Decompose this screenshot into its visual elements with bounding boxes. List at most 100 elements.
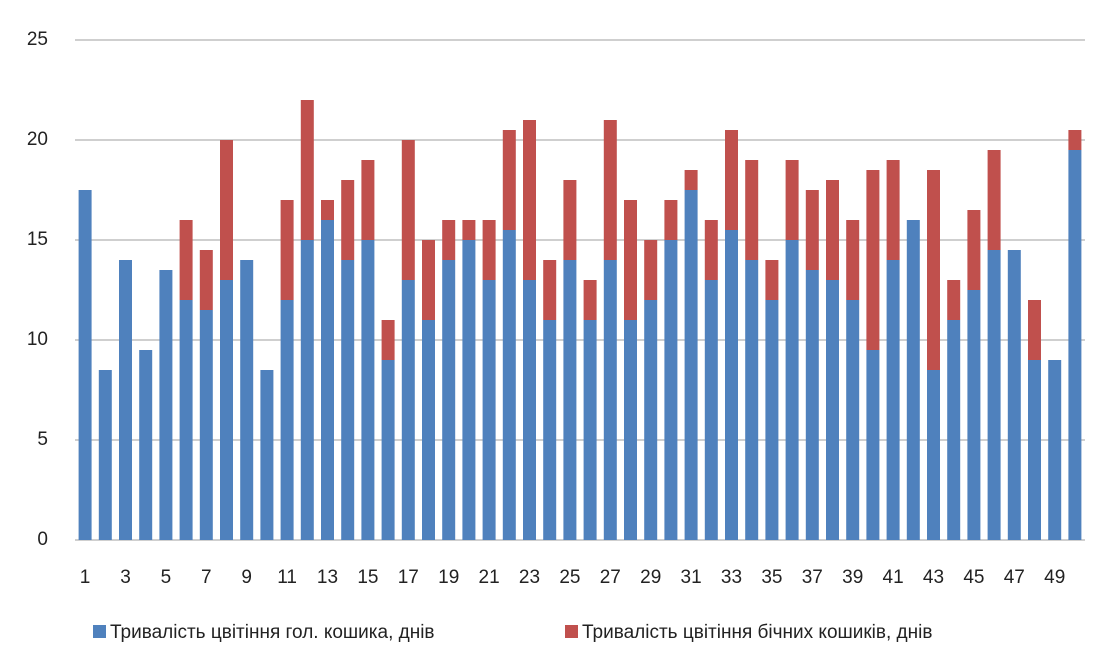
bar-segment [361,160,375,240]
bar-segment [624,320,637,540]
x-tick-label: 9 [241,567,252,588]
legend-label: Тривалість цвітіння бічних кошиків, днів [582,622,932,643]
bar-segment [159,270,173,540]
bar-segment [745,260,759,540]
bar-segment [543,260,557,320]
bar-segment [906,220,920,540]
bar-segment [927,370,940,540]
bar-segment [462,220,476,240]
y-tick-label: 0 [37,529,48,550]
bar-segment [563,260,577,540]
bar-segment [1028,360,1041,540]
bar-segment [785,240,799,540]
bar-segment [866,350,880,540]
bar-segment [1048,360,1062,540]
bar-segment [78,190,92,540]
bar-segment [179,300,193,540]
x-tick-label: 47 [1004,567,1025,588]
bar-segment [583,320,597,540]
x-tick-label: 49 [1044,567,1065,588]
x-tick-label: 31 [681,567,702,588]
bar-segment [179,220,193,300]
bar-segment [644,240,658,300]
x-tick-label: 13 [317,567,338,588]
y-tick-label: 20 [27,129,48,150]
bar-segment [725,130,738,230]
bar-segment [846,220,860,300]
x-tick-label: 21 [479,567,500,588]
bar-segment [826,180,839,280]
bar-segment [603,120,617,260]
x-tick-label: 19 [438,567,459,588]
bar-segment [967,210,981,290]
bar-segment [846,300,860,540]
bar-segment [725,230,738,540]
y-tick-label: 25 [27,29,48,50]
bar-segment [543,320,557,540]
bar-segment [563,180,577,260]
bar-segment [361,240,375,540]
x-tick-label: 1 [80,567,91,588]
x-tick-label: 29 [640,567,661,588]
bar-segment [523,120,536,280]
bar-segment [300,240,314,540]
bar-segment [947,280,961,320]
bar-segment [866,170,880,350]
bar-segment [987,150,1001,250]
bar-segment [98,370,112,540]
bar-segment [260,370,274,540]
x-tick-label: 45 [963,567,984,588]
y-tick-label: 15 [27,229,48,250]
x-tick-label: 15 [357,567,378,588]
bar-segment [664,240,678,540]
bar-segment [886,260,900,540]
legend-label: Тривалість цвітіння гол. кошика, днів [110,622,435,643]
x-tick-label: 23 [519,567,540,588]
x-tick-label: 17 [398,567,419,588]
y-tick-label: 10 [27,329,48,350]
x-tick-label: 39 [842,567,863,588]
bar-segment [785,160,799,240]
bar-segment [341,260,355,540]
bar-segment [704,220,718,280]
bar-segment [300,100,314,240]
bar-segment [704,280,718,540]
legend-swatch [565,625,578,638]
bar-segment [826,280,839,540]
bar-segment [765,300,779,540]
x-tick-label: 5 [161,567,172,588]
bar-segment [987,250,1001,540]
x-tick-label: 27 [600,567,621,588]
bar-segment [502,230,516,540]
bar-segment [765,260,779,300]
bar-segment [139,350,153,540]
bar-segment [684,190,698,540]
bar-segment [523,280,536,540]
x-tick-label: 33 [721,567,742,588]
legend-swatch [93,625,106,638]
bar-segment [280,300,294,540]
bar-segment [1028,300,1041,360]
bar-segment [381,320,395,360]
bar-segment [502,130,516,230]
bar-segment [321,200,334,220]
bar-segment [341,180,355,260]
bar-segment [401,280,415,540]
bar-segment [745,160,759,260]
x-tick-label: 41 [883,567,904,588]
bar-segment [199,250,213,310]
bar-segment [462,240,476,540]
bar-segment [280,200,294,300]
bar-segment [583,280,597,320]
bar-segment [684,170,698,190]
bar-segment [947,320,961,540]
bar-segment [401,140,415,280]
bar-segment [119,260,132,540]
bar-segment [1068,150,1082,540]
bar-segment [482,220,496,280]
x-tick-label: 11 [277,567,297,588]
bar-segment [442,260,456,540]
bar-segment [321,220,334,540]
bar-segment [805,270,819,540]
